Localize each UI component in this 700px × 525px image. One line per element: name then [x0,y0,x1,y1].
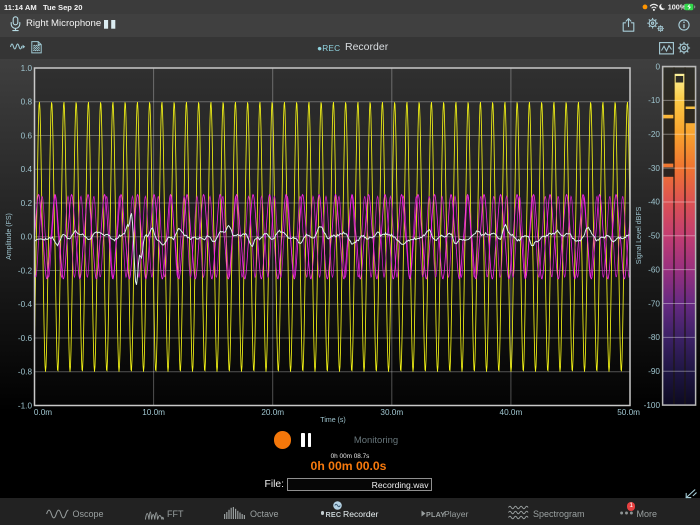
svg-text:-70: -70 [648,299,660,308]
svg-text:-90: -90 [648,367,660,376]
svg-text:-10: -10 [648,96,660,105]
svg-text:100%: 100% [668,3,687,12]
svg-text:-1.0: -1.0 [18,401,33,410]
svg-text:10.0m: 10.0m [142,408,165,417]
svg-text:-0.8: -0.8 [18,367,33,376]
svg-text:30.0m: 30.0m [380,408,403,417]
svg-text:Amplitude (FS): Amplitude (FS) [6,213,13,260]
svg-text:0: 0 [655,62,660,71]
svg-text:-80: -80 [648,333,660,342]
svg-text:-100: -100 [644,400,661,409]
svg-text:40.0m: 40.0m [500,408,523,417]
svg-text:-0.2: -0.2 [18,266,33,275]
svg-text:0.6: 0.6 [21,131,33,140]
svg-text:0.2: 0.2 [21,198,33,207]
svg-text:50.0m: 50.0m [617,408,640,417]
svg-text:1.0: 1.0 [21,63,33,72]
svg-text:Signal Level dBFS: Signal Level dBFS [636,206,643,264]
svg-text:20.0m: 20.0m [261,408,284,417]
svg-text:-40: -40 [648,197,660,206]
svg-text:-60: -60 [648,265,660,274]
svg-text:0.8: 0.8 [21,97,33,106]
svg-text:-0.4: -0.4 [18,300,33,309]
svg-text:-30: -30 [648,163,660,172]
svg-text:-0.6: -0.6 [18,333,33,342]
svg-text:0.0: 0.0 [21,232,33,241]
svg-text:0.4: 0.4 [21,165,33,174]
svg-text:-50: -50 [648,231,660,240]
svg-text:0.0m: 0.0m [34,408,52,417]
svg-text:Time (s): Time (s) [320,417,345,424]
svg-text:-20: -20 [648,130,660,139]
